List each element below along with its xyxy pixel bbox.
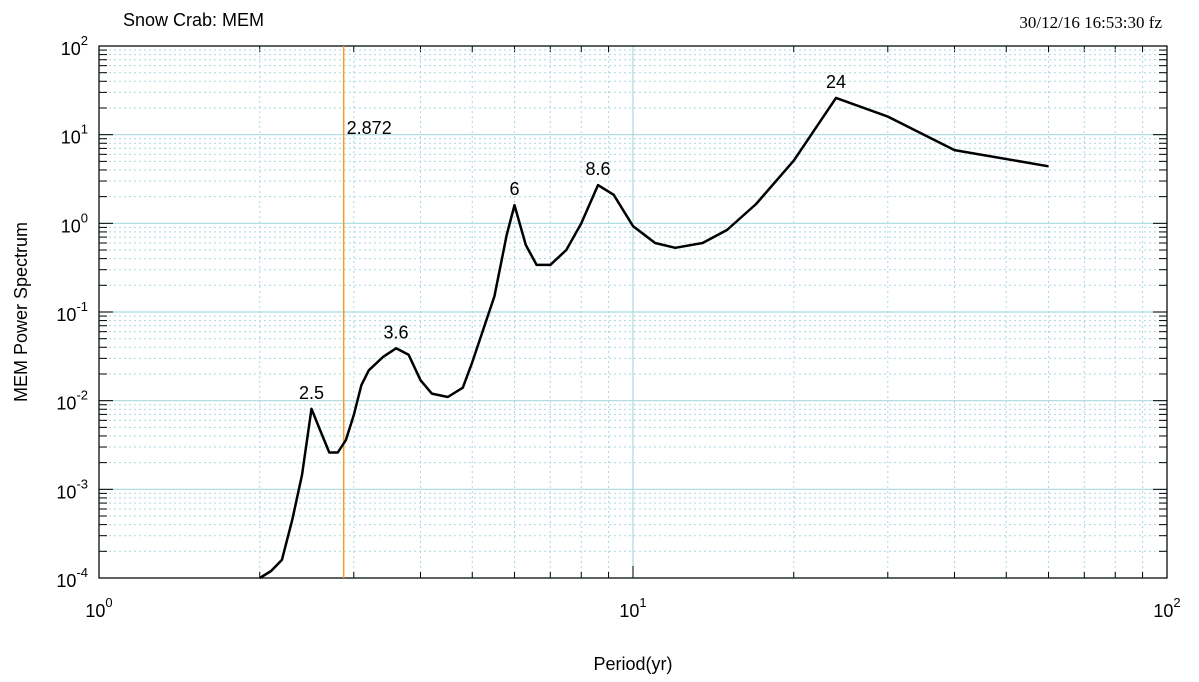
tick-label: 102 <box>61 33 88 59</box>
plot-frame <box>98 45 1168 579</box>
tick-label: 10-4 <box>56 565 88 591</box>
marker-label: 2.872 <box>347 118 392 138</box>
tick-label-base: 10 <box>61 216 81 236</box>
tick-label-exponent: 1 <box>639 595 646 610</box>
tick-label-base: 10 <box>61 128 81 148</box>
tick-label-base: 10 <box>56 305 76 325</box>
tick-label-base: 10 <box>56 394 76 414</box>
tick-label: 10-3 <box>56 476 88 502</box>
tick-label: 10-1 <box>56 299 88 325</box>
chart-title: Snow Crab: MEM <box>123 10 264 30</box>
tick-label-exponent: -3 <box>76 476 88 491</box>
tick-label: 101 <box>619 595 646 621</box>
tick-label-exponent: -1 <box>76 299 88 314</box>
y-axis-label: MEM Power Spectrum <box>11 222 31 402</box>
tick-label-base: 10 <box>56 571 76 591</box>
peak-label: 6 <box>510 179 520 199</box>
tick-label-exponent: 1 <box>81 122 88 137</box>
timestamp: 30/12/16 16:53:30 fz <box>1019 13 1162 32</box>
tick-label: 102 <box>1153 595 1180 621</box>
x-axis-label: Period(yr) <box>593 654 672 674</box>
tick-label: 10-2 <box>56 388 88 414</box>
peak-label: 24 <box>826 72 846 92</box>
tick-label: 100 <box>85 595 112 621</box>
tick-label-base: 10 <box>85 601 105 621</box>
peak-label: 3.6 <box>384 322 409 342</box>
tick-label-base: 10 <box>1153 601 1173 621</box>
tick-label: 100 <box>61 210 88 236</box>
tick-label-exponent: 2 <box>1173 595 1180 610</box>
tick-label-base: 10 <box>61 39 81 59</box>
tick-label-base: 10 <box>56 482 76 502</box>
data-line <box>259 96 1049 580</box>
tick-label-exponent: 0 <box>81 210 88 225</box>
tick-label: 101 <box>61 122 88 148</box>
tick-label-exponent: 2 <box>81 33 88 48</box>
peak-label: 8.6 <box>586 159 611 179</box>
tick-label-exponent: -2 <box>76 388 88 403</box>
tick-label-base: 10 <box>619 601 639 621</box>
tick-label-exponent: -4 <box>76 565 88 580</box>
peak-label: 2.5 <box>299 383 324 403</box>
tick-label-exponent: 0 <box>105 595 112 610</box>
